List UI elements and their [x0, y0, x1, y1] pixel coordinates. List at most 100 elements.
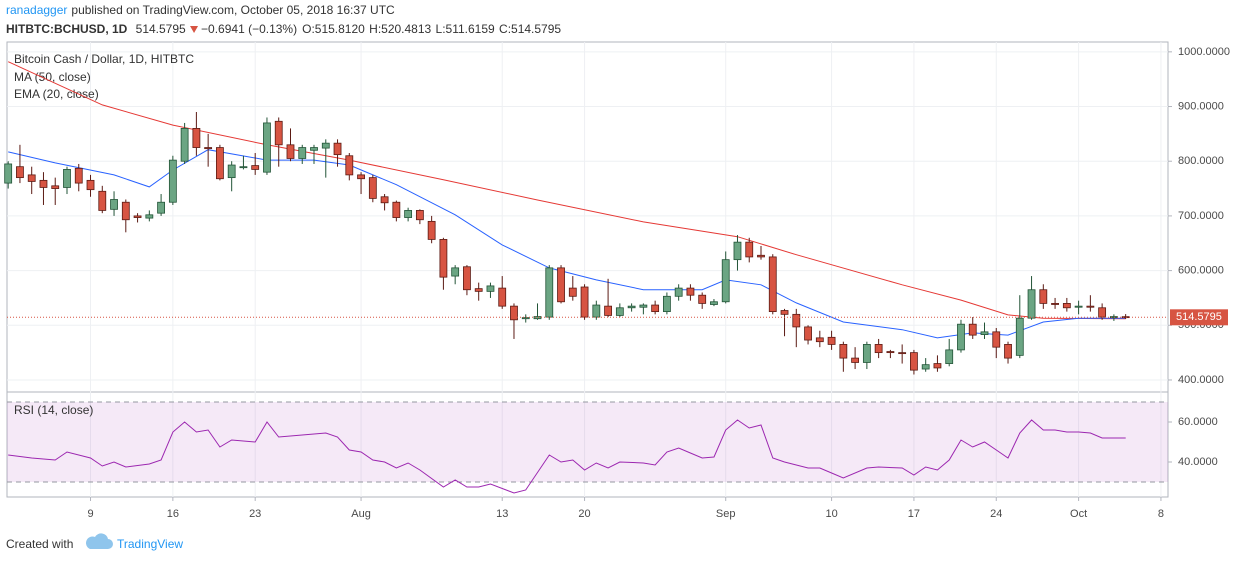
rsi-band — [7, 402, 1168, 482]
candle-body — [298, 147, 307, 159]
candle-body — [310, 147, 318, 151]
candle-body — [545, 267, 554, 318]
rsi-legend: RSI (14, close) — [14, 403, 93, 417]
candle-body — [168, 159, 177, 203]
candle-body — [921, 364, 930, 370]
candle-body — [651, 304, 660, 313]
candle-body — [251, 165, 260, 170]
candle-body — [698, 294, 707, 304]
brand[interactable]: TradingView — [117, 537, 183, 551]
candle-body — [510, 305, 518, 321]
published: published on TradingView.com, October 05… — [71, 3, 395, 17]
candle-body — [263, 122, 271, 173]
last-price: 514.5795 — [136, 22, 186, 36]
candle-body — [1062, 303, 1071, 309]
candle-body — [27, 174, 36, 182]
candle-body — [1004, 344, 1012, 359]
candle-body — [1098, 307, 1107, 318]
candle-body — [4, 163, 13, 184]
x-tick-label: 10 — [825, 508, 837, 520]
candle-body — [733, 241, 742, 261]
candle-body — [474, 288, 483, 292]
y-tick-label: 600.0000 — [1178, 265, 1224, 277]
candle-body — [792, 313, 801, 328]
candle-body — [368, 177, 377, 199]
candle-body — [486, 285, 495, 292]
candle-body — [992, 331, 1001, 348]
candle-body — [404, 210, 413, 218]
ohlc-value: H:520.4813 — [369, 22, 431, 36]
y-tick-label: 400.0000 — [1178, 374, 1224, 386]
candle-body — [451, 267, 460, 277]
candle-body — [51, 185, 60, 189]
x-tick-label: 24 — [990, 508, 1002, 520]
candle-body — [827, 336, 836, 345]
candle-body — [1074, 305, 1083, 308]
ohlc-value: C:514.5795 — [499, 22, 561, 36]
rsi-tick-label: 60.0000 — [1178, 416, 1218, 428]
candle-body — [615, 307, 624, 316]
candle-body — [568, 287, 577, 297]
candle-body — [745, 241, 754, 258]
candle-body — [1051, 303, 1059, 305]
candle-body — [804, 326, 812, 341]
candle-body — [216, 147, 224, 180]
rsi-tick-label: 40.0000 — [1178, 456, 1218, 468]
candle-body — [157, 201, 165, 214]
x-tick-label: Sep — [716, 508, 736, 520]
candle-body — [898, 352, 907, 355]
y-tick-label: 700.0000 — [1178, 210, 1224, 222]
brand-logo — [86, 533, 113, 549]
candle-body — [851, 357, 860, 363]
moving-average — [7, 61, 1126, 320]
candle-body — [674, 287, 683, 297]
candle-body — [662, 295, 671, 313]
candle-body — [910, 352, 918, 371]
candle-body — [16, 166, 24, 179]
candle-body — [86, 179, 95, 191]
candle-body — [757, 254, 765, 258]
x-tick-label: 9 — [87, 508, 93, 520]
candle-body — [463, 266, 471, 291]
candle-body — [227, 164, 236, 179]
candle-body — [721, 259, 730, 303]
candle-body — [839, 344, 848, 359]
x-tick-label: 16 — [167, 508, 179, 520]
candle-body — [933, 363, 942, 369]
candle-body — [1015, 317, 1024, 356]
candle-body — [333, 142, 342, 156]
candle-body — [321, 142, 330, 149]
candle-body — [604, 305, 612, 316]
candle-body — [957, 323, 965, 351]
candle-body — [192, 128, 201, 148]
x-tick-label: 23 — [249, 508, 261, 520]
candle-body — [39, 179, 48, 188]
candle-body — [557, 267, 565, 303]
x-tick-label: 20 — [578, 508, 590, 520]
x-tick-label: 8 — [1158, 508, 1164, 520]
rsi-line — [8, 419, 1126, 494]
candle-body — [345, 155, 354, 176]
candle-body — [98, 190, 107, 211]
candle-body — [627, 305, 636, 309]
y-tick-label: 900.0000 — [1178, 100, 1224, 112]
candle-body — [392, 201, 401, 218]
created-with: Created with — [6, 537, 73, 551]
legend-entry: EMA (20, close) — [14, 87, 99, 101]
candle-body — [415, 210, 424, 221]
x-tick-label: Oct — [1070, 508, 1087, 520]
candle-body — [1027, 289, 1036, 319]
candle-body — [710, 301, 718, 305]
candle-body — [1039, 289, 1048, 304]
pane-frame — [6, 41, 1169, 498]
y-tick-label: 800.0000 — [1178, 155, 1224, 167]
x-tick-label: Aug — [351, 508, 371, 520]
candle-body — [945, 349, 954, 364]
author[interactable]: ranadagger — [6, 3, 67, 17]
candle-body — [862, 344, 871, 363]
ohlc-value: L:511.6159 — [436, 22, 495, 36]
candle-body — [427, 220, 436, 240]
down-arrow — [190, 26, 199, 33]
candle-body — [439, 239, 448, 278]
